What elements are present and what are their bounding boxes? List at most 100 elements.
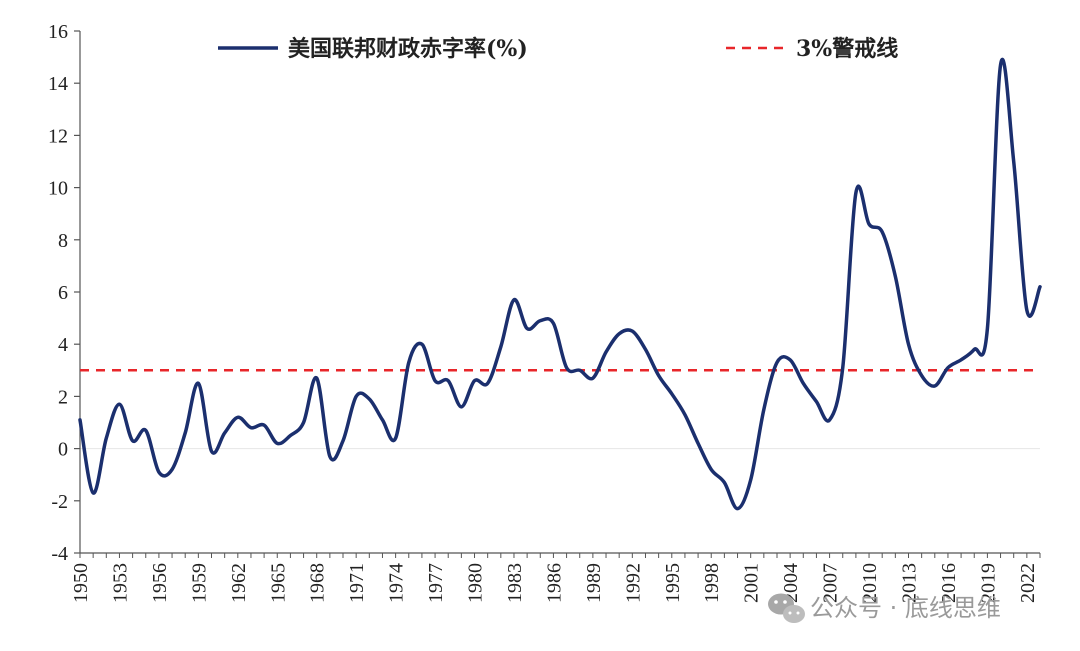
- x-tick-label: 1962: [228, 563, 250, 603]
- x-tick-label: 1992: [622, 563, 644, 603]
- deficit-point-1996: [683, 413, 687, 417]
- x-tick-label: 2004: [780, 563, 802, 603]
- deficit-point-2013: [906, 342, 910, 346]
- deficit-point-1952: [104, 436, 108, 440]
- deficit-point-1957: [170, 467, 174, 471]
- deficit-point-1954: [131, 439, 135, 443]
- watermark-text: 公众号 · 底线思维: [810, 594, 1001, 622]
- deficit-point-1975: [407, 360, 411, 364]
- deficit-point-2003: [775, 360, 779, 364]
- deficit-point-1951: [91, 491, 95, 495]
- y-tick-label: 8: [58, 230, 68, 252]
- legend-label-warning-line: 3%警戒线: [796, 36, 898, 62]
- y-tick-label: -2: [51, 491, 68, 513]
- deficit-point-1986: [551, 321, 555, 325]
- deficit-point-1983: [512, 298, 516, 302]
- deficit-point-1979: [459, 405, 463, 409]
- deficit-point-2015: [933, 384, 937, 388]
- deficit-point-2006: [814, 400, 818, 404]
- series-layer: [78, 57, 1042, 511]
- y-tick-label: 14: [48, 73, 68, 95]
- deficit-point-1968: [315, 376, 319, 380]
- deficit-point-1978: [446, 379, 450, 383]
- deficit-point-1969: [328, 454, 332, 458]
- deficit-point-1989: [591, 376, 595, 380]
- deficit-point-2014: [920, 374, 924, 378]
- deficit-point-2008: [841, 366, 845, 370]
- x-tick-label: 1983: [504, 563, 526, 603]
- deficit-point-1988: [578, 368, 582, 372]
- x-tick-label: 2022: [1017, 563, 1039, 603]
- deficit-point-1977: [433, 379, 437, 383]
- deficit-point-2005: [801, 381, 805, 385]
- deficit-series-line: [78, 57, 1042, 511]
- deficit-point-1984: [525, 327, 529, 331]
- deficit-point-1967: [302, 421, 306, 425]
- deficit-point-1995: [670, 392, 674, 396]
- deficit-point-1976: [420, 342, 424, 346]
- deficit-point-2007: [828, 418, 832, 422]
- x-tick-label: 2001: [741, 563, 763, 603]
- x-tick-label: 1953: [109, 563, 131, 603]
- deficit-point-1993: [643, 347, 647, 351]
- deficit-point-1956: [157, 470, 161, 474]
- deficit-point-1966: [288, 434, 292, 438]
- deficit-point-1991: [617, 332, 621, 336]
- deficit-point-1965: [275, 441, 279, 445]
- wechat-icon: [768, 593, 805, 623]
- watermark: 公众号 · 底线思维: [768, 593, 1001, 623]
- deficit-point-2019: [985, 327, 989, 331]
- deficit-point-1980: [473, 379, 477, 383]
- deficit-point-1961: [223, 431, 227, 435]
- legend: 美国联邦财政赤字率(%) 3%警戒线: [218, 36, 898, 62]
- deficit-point-1962: [236, 415, 240, 419]
- deficit-point-2022: [1025, 308, 1029, 312]
- x-tick-label: 1968: [307, 563, 329, 603]
- y-tick-label: 16: [48, 21, 68, 43]
- deficit-point-2023: [1038, 285, 1042, 289]
- deficit-point-1987: [565, 366, 569, 370]
- deficit-point-2017: [959, 358, 963, 362]
- y-tick-label: 12: [48, 125, 68, 147]
- deficit-point-1970: [341, 439, 345, 443]
- deficit-point-1950: [78, 418, 82, 422]
- deficit-point-2004: [788, 358, 792, 362]
- deficit-point-1955: [144, 428, 148, 432]
- x-tick-label: 1989: [583, 563, 605, 603]
- deficit-point-1990: [604, 350, 608, 354]
- deficit-point-1953: [117, 402, 121, 406]
- deficit-point-1959: [196, 381, 200, 385]
- deficit-point-1964: [262, 423, 266, 427]
- x-tick-label: 1950: [70, 563, 92, 603]
- deficit-point-1992: [630, 329, 634, 333]
- y-tick-label: 0: [58, 439, 68, 461]
- deficit-point-1994: [657, 374, 661, 378]
- y-tick-label: 6: [58, 282, 68, 304]
- axes: -4 -2 0 2 4 6 8 10 12 14 16 1950 1953 1956 1959 1962 196…: [48, 21, 1041, 603]
- x-tick-label: 1995: [662, 563, 684, 603]
- deficit-point-1982: [499, 345, 503, 349]
- deficit-point-1997: [696, 441, 700, 445]
- y-tick-label: 2: [58, 386, 68, 408]
- deficit-point-1985: [538, 319, 542, 323]
- deficit-point-2001: [749, 478, 753, 482]
- legend-label-deficit: 美国联邦财政赤字率(%): [288, 36, 528, 62]
- deficit-point-2002: [762, 407, 766, 411]
- deficit-point-1960: [210, 449, 214, 453]
- deficit-point-2009: [854, 191, 858, 195]
- y-tick-label: -4: [51, 543, 68, 565]
- x-tick-label: 1980: [465, 563, 487, 603]
- deficit-point-2000: [736, 507, 740, 511]
- deficit-point-2016: [946, 366, 950, 370]
- deficit-point-1958: [183, 431, 187, 435]
- x-tick-label: 1998: [701, 563, 723, 603]
- deficit-point-2011: [880, 230, 884, 234]
- x-tick-label: 1974: [386, 563, 408, 603]
- y-tick-label: 4: [58, 334, 68, 356]
- deficit-point-1998: [709, 467, 713, 471]
- deficit-point-1999: [722, 481, 726, 485]
- deficit-point-2021: [1012, 160, 1016, 164]
- x-tick-label: 2013: [898, 563, 920, 603]
- deficit-point-2012: [893, 274, 897, 278]
